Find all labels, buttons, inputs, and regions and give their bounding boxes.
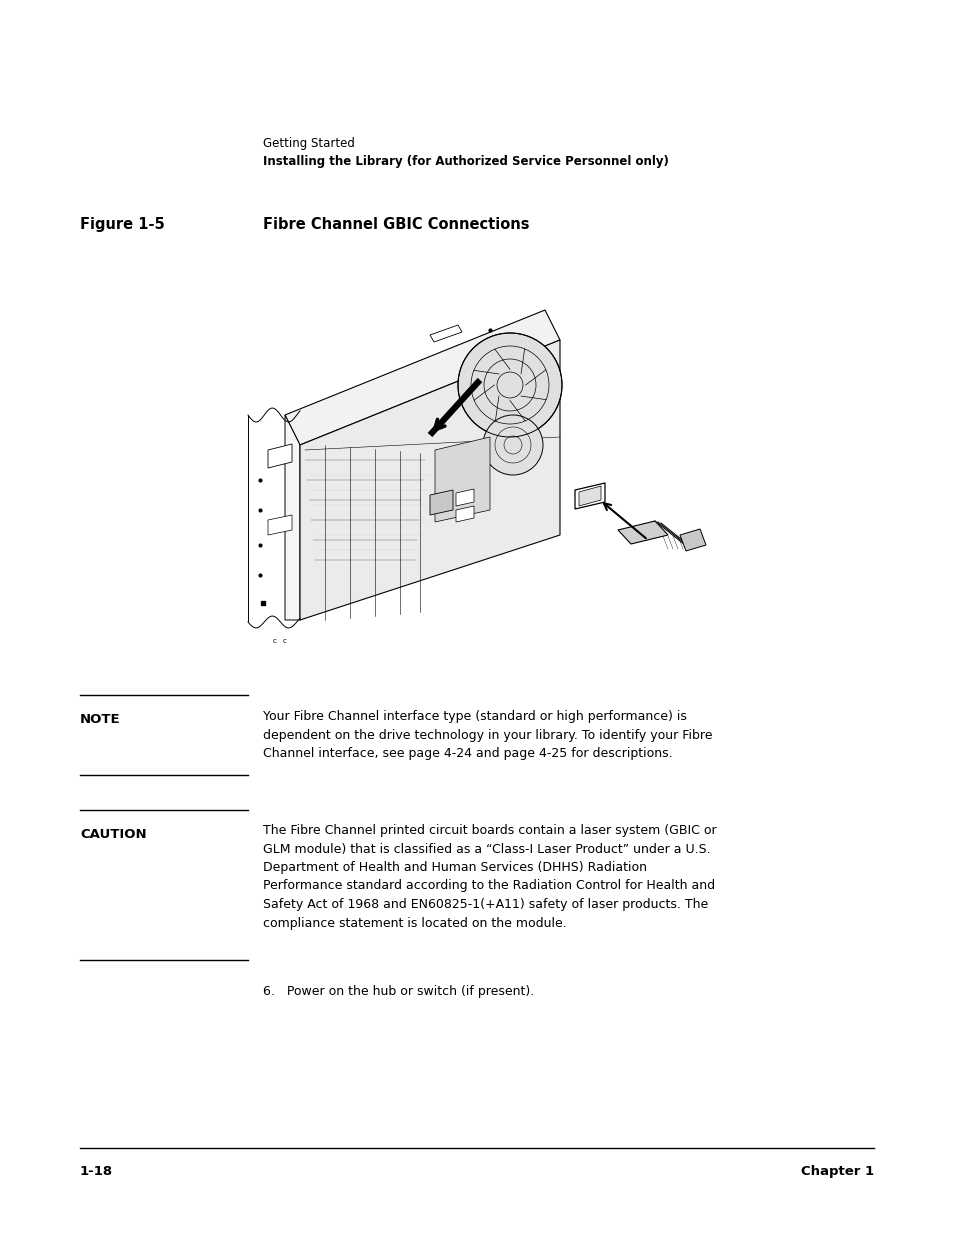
Text: NOTE: NOTE xyxy=(80,713,120,726)
Polygon shape xyxy=(578,487,600,506)
Polygon shape xyxy=(430,325,461,342)
Text: Your Fibre Channel interface type (standard or high performance) is
dependent on: Your Fibre Channel interface type (stand… xyxy=(263,710,712,760)
Polygon shape xyxy=(679,529,705,551)
Text: c: c xyxy=(283,638,287,643)
Polygon shape xyxy=(456,489,474,506)
Text: Installing the Library (for Authorized Service Personnel only): Installing the Library (for Authorized S… xyxy=(263,156,668,168)
Polygon shape xyxy=(618,521,667,543)
Text: CAUTION: CAUTION xyxy=(80,827,147,841)
Circle shape xyxy=(457,333,561,437)
Text: Getting Started: Getting Started xyxy=(263,137,355,149)
Polygon shape xyxy=(575,483,604,509)
Circle shape xyxy=(482,415,542,475)
Text: c: c xyxy=(273,638,276,643)
Text: Fibre Channel GBIC Connections: Fibre Channel GBIC Connections xyxy=(263,217,529,232)
Polygon shape xyxy=(456,506,474,522)
Polygon shape xyxy=(430,490,453,515)
Text: Figure 1-5: Figure 1-5 xyxy=(80,217,165,232)
Text: Chapter 1: Chapter 1 xyxy=(800,1165,873,1178)
Polygon shape xyxy=(268,445,292,468)
Polygon shape xyxy=(285,415,299,620)
Polygon shape xyxy=(299,340,559,620)
Text: 6.   Power on the hub or switch (if present).: 6. Power on the hub or switch (if presen… xyxy=(263,986,534,998)
Polygon shape xyxy=(435,437,490,522)
Text: The Fibre Channel printed circuit boards contain a laser system (GBIC or
GLM mod: The Fibre Channel printed circuit boards… xyxy=(263,824,716,930)
Text: 1-18: 1-18 xyxy=(80,1165,113,1178)
Polygon shape xyxy=(268,515,292,535)
Polygon shape xyxy=(285,310,559,445)
